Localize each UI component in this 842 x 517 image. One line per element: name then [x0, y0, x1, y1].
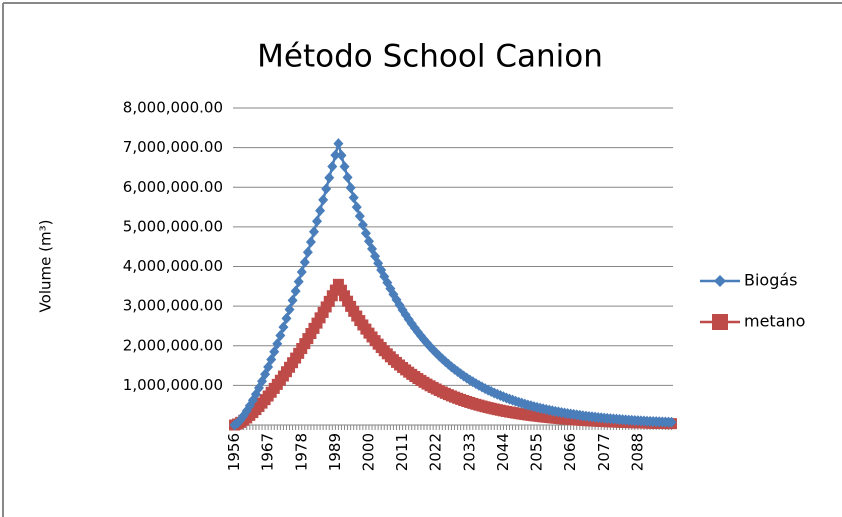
legend-label: Biogás	[744, 271, 798, 290]
data-point	[321, 183, 332, 195]
data-point	[290, 285, 301, 297]
x-tick-label: 1956	[225, 433, 243, 471]
data-point	[299, 256, 310, 268]
x-tick-label: 1978	[292, 433, 310, 471]
data-point	[666, 416, 677, 428]
data-point	[339, 161, 350, 173]
data-point	[278, 321, 289, 333]
data-point	[275, 330, 286, 342]
legend-label: metano	[744, 312, 805, 331]
y-tick-label: 1,000,000.00	[123, 376, 223, 394]
x-tick-label: 2033	[460, 433, 478, 471]
data-point	[266, 354, 277, 366]
data-point	[336, 149, 347, 161]
data-point	[354, 210, 365, 222]
data-point	[318, 194, 329, 206]
x-tick-label: 2000	[359, 433, 377, 471]
chart-title: Método School Canion	[257, 39, 603, 75]
x-tick-label: 2077	[595, 433, 613, 471]
data-point	[330, 149, 341, 161]
data-point	[320, 301, 332, 313]
data-point	[327, 161, 338, 173]
y-tick-label: 6,000,000.00	[123, 178, 223, 196]
y-tick-label: 5,000,000.00	[123, 217, 223, 235]
data-point	[351, 201, 362, 213]
legend-marker	[714, 275, 726, 287]
data-point	[308, 226, 319, 238]
data-point	[342, 171, 353, 183]
data-point	[296, 266, 307, 278]
y-tick-label: 7,000,000.00	[123, 138, 223, 156]
data-point	[326, 290, 338, 302]
data-point	[357, 219, 368, 231]
data-point	[348, 192, 359, 204]
data-point	[272, 338, 283, 350]
x-tick-label: 2022	[427, 433, 445, 471]
data-point	[293, 276, 304, 288]
y-tick-label: 2,000,000.00	[123, 336, 223, 354]
data-point	[287, 294, 298, 306]
x-tick-label: 2088	[628, 433, 646, 471]
data-point	[315, 205, 326, 217]
data-point	[360, 227, 371, 239]
x-tick-label: 1967	[259, 433, 277, 471]
data-point	[305, 236, 316, 248]
y-tick-label: 8,000,000.00	[123, 99, 223, 117]
data-point	[281, 312, 292, 324]
data-point	[363, 235, 374, 247]
data-point	[345, 182, 356, 194]
y-axis-label: Volume (m³)	[37, 220, 55, 313]
data-point	[332, 278, 344, 290]
data-point	[335, 284, 347, 296]
data-point	[333, 138, 344, 150]
data-point	[324, 172, 335, 184]
data-point	[323, 295, 335, 307]
x-tick-label: 2044	[494, 433, 512, 471]
data-point	[312, 215, 323, 227]
x-tick-label: 2066	[561, 433, 579, 471]
data-point	[284, 304, 295, 316]
data-point	[302, 246, 313, 258]
data-point	[269, 346, 280, 358]
x-tick-label: 1989	[326, 433, 344, 471]
y-tick-label: 3,000,000.00	[123, 297, 223, 315]
legend-marker	[712, 314, 728, 330]
y-tick-label: 4,000,000.00	[123, 257, 223, 275]
x-tick-label: 2055	[528, 433, 546, 471]
x-tick-label: 2011	[393, 433, 411, 471]
data-point	[329, 284, 341, 296]
